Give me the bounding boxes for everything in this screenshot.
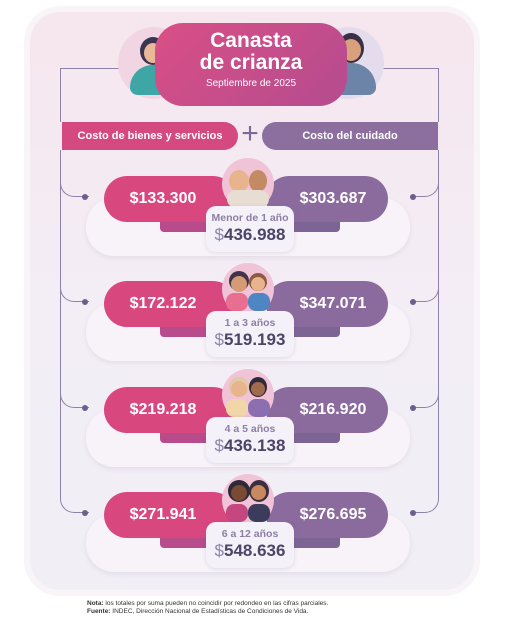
- connector-dot: [82, 299, 88, 305]
- branch-l4: [60, 486, 89, 513]
- pill-shadow: [290, 327, 340, 337]
- branch-r2: [410, 275, 439, 302]
- currency-symbol: $: [214, 436, 224, 455]
- total-value: $548.636: [206, 540, 294, 562]
- connector-dot: [410, 194, 416, 200]
- total-amount: 548.636: [224, 541, 286, 560]
- note-line: Nota: los totales por suma pueden no coi…: [87, 600, 328, 608]
- title-line-1: Canasta: [210, 29, 292, 52]
- connector-left-outer: [60, 68, 152, 69]
- care-cost-value: $216.920: [266, 387, 388, 433]
- goods-cost-value: $219.218: [104, 387, 236, 433]
- age-group-label: 4 a 5 años: [224, 423, 276, 435]
- age-group-label: 1 a 3 años: [224, 317, 276, 329]
- pill-shadow: [160, 327, 210, 337]
- goods-cost-value: $133.300: [104, 176, 236, 222]
- note-label: Nota:: [87, 600, 104, 607]
- currency-symbol: $: [214, 225, 224, 244]
- baby-illustration: [222, 158, 274, 210]
- title-line-2: de crianza: [199, 51, 303, 74]
- toddlers-illustration: [222, 263, 274, 315]
- care-cost-header: Costo del cuidado: [262, 122, 438, 150]
- currency-symbol: $: [214, 541, 224, 560]
- pill-shadow: [290, 222, 340, 232]
- total-box: Menor de 1 año $436.988: [206, 206, 294, 252]
- footer-notes: Nota: los totales por suma pueden no coi…: [87, 600, 328, 616]
- connector-left-branch: [60, 150, 83, 500]
- total-box: 6 a 12 años $548.636: [206, 522, 294, 568]
- preschoolers-illustration: [222, 369, 274, 421]
- branch-r3: [410, 381, 439, 408]
- total-amount: 519.193: [224, 330, 286, 349]
- title-banner: Canasta de crianza Septiembre de 2025: [155, 23, 347, 106]
- goods-services-header: Costo de bienes y servicios: [62, 122, 238, 150]
- school-children-illustration: [222, 474, 274, 526]
- connector-dot: [410, 299, 416, 305]
- source-text: INDEC, Dirección Nacional de Estadística…: [110, 608, 309, 615]
- connector-dot: [410, 405, 416, 411]
- total-box: 1 a 3 años $519.193: [206, 311, 294, 357]
- connector-dot: [410, 510, 416, 516]
- pill-shadow: [160, 222, 210, 232]
- connector-right-outer: [352, 68, 438, 69]
- total-value: $519.193: [206, 329, 294, 351]
- age-group-label: 6 a 12 años: [221, 528, 279, 540]
- branch-l2: [60, 275, 89, 302]
- branch-l1: [60, 170, 89, 197]
- branch-r1: [410, 170, 439, 197]
- connector-dot: [82, 510, 88, 516]
- total-amount: 436.138: [224, 436, 286, 455]
- total-value: $436.988: [206, 224, 294, 246]
- branch-r4: [410, 486, 439, 513]
- connector-right-branch: [438, 150, 439, 500]
- total-value: $436.138: [206, 435, 294, 457]
- plus-sign: +: [241, 117, 259, 150]
- age-group-label: Menor de 1 año: [211, 212, 289, 224]
- source-label: Fuente:: [87, 608, 111, 615]
- pill-shadow: [290, 433, 340, 443]
- source-line: Fuente: INDEC, Dirección Nacional de Est…: [87, 608, 328, 616]
- total-amount: 436.988: [224, 225, 286, 244]
- connector-dot: [82, 194, 88, 200]
- pill-shadow: [160, 538, 210, 548]
- total-box: 4 a 5 años $436.138: [206, 417, 294, 463]
- pill-shadow: [160, 433, 210, 443]
- note-text: los totales por suma pueden no coincidir…: [103, 600, 329, 607]
- connector-dot: [82, 405, 88, 411]
- connector-left-vertical: [60, 68, 61, 122]
- period-label: Septiembre de 2025: [205, 78, 297, 89]
- connector-right-vertical: [438, 68, 439, 122]
- branch-l3: [60, 381, 89, 408]
- pill-shadow: [290, 538, 340, 548]
- currency-symbol: $: [214, 330, 224, 349]
